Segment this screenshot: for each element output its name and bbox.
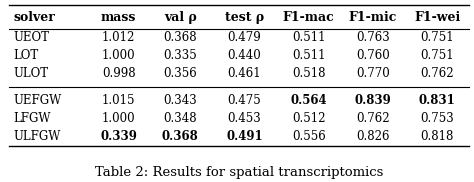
Text: F1-mic: F1-mic (349, 11, 397, 24)
Text: 0.339: 0.339 (100, 130, 137, 143)
Text: val ρ: val ρ (164, 11, 197, 24)
Text: 0.831: 0.831 (419, 94, 456, 107)
Text: mass: mass (101, 11, 137, 24)
Text: 0.491: 0.491 (226, 130, 263, 143)
Text: 0.818: 0.818 (420, 130, 454, 143)
Text: ULFGW: ULFGW (13, 130, 61, 143)
Text: Table 2: Results for spatial transcriptomics: Table 2: Results for spatial transcripto… (95, 166, 383, 179)
Text: 0.368: 0.368 (164, 31, 197, 44)
Text: 0.998: 0.998 (102, 67, 136, 80)
Text: 1.015: 1.015 (102, 94, 136, 107)
Text: 0.512: 0.512 (292, 112, 326, 125)
Text: solver: solver (13, 11, 55, 24)
Text: 0.518: 0.518 (292, 67, 326, 80)
Text: 0.751: 0.751 (420, 49, 454, 62)
Text: 0.556: 0.556 (292, 130, 326, 143)
Text: LOT: LOT (13, 49, 38, 62)
Text: 0.343: 0.343 (164, 94, 197, 107)
Text: LFGW: LFGW (13, 112, 51, 125)
Text: 0.839: 0.839 (355, 94, 392, 107)
Text: 1.000: 1.000 (102, 112, 136, 125)
Text: 0.511: 0.511 (292, 31, 326, 44)
Text: 0.461: 0.461 (228, 67, 261, 80)
Text: 0.453: 0.453 (228, 112, 261, 125)
Text: 0.753: 0.753 (420, 112, 454, 125)
Text: 0.564: 0.564 (291, 94, 327, 107)
Text: 0.348: 0.348 (164, 112, 197, 125)
Text: 0.475: 0.475 (228, 94, 261, 107)
Text: 0.762: 0.762 (356, 112, 390, 125)
Text: F1-mac: F1-mac (283, 11, 335, 24)
Text: 0.368: 0.368 (162, 130, 199, 143)
Text: 0.440: 0.440 (228, 49, 261, 62)
Text: 1.000: 1.000 (102, 49, 136, 62)
Text: 0.335: 0.335 (164, 49, 197, 62)
Text: ULOT: ULOT (13, 67, 48, 80)
Text: 0.356: 0.356 (164, 67, 197, 80)
Text: UEOT: UEOT (13, 31, 49, 44)
Text: 0.763: 0.763 (356, 31, 390, 44)
Text: 0.760: 0.760 (356, 49, 390, 62)
Text: 0.826: 0.826 (356, 130, 390, 143)
Text: 0.762: 0.762 (420, 67, 454, 80)
Text: test ρ: test ρ (225, 11, 264, 24)
Text: 0.751: 0.751 (420, 31, 454, 44)
Text: 1.012: 1.012 (102, 31, 136, 44)
Text: 0.511: 0.511 (292, 49, 326, 62)
Text: 0.479: 0.479 (228, 31, 261, 44)
Text: UEFGW: UEFGW (13, 94, 62, 107)
Text: 0.770: 0.770 (356, 67, 390, 80)
Text: F1-wei: F1-wei (414, 11, 460, 24)
